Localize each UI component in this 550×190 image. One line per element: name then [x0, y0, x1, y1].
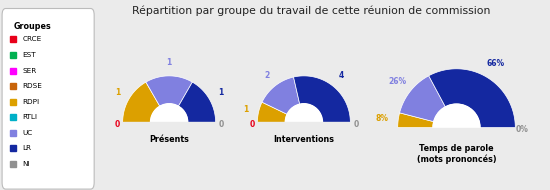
Text: 66%: 66% [486, 59, 504, 67]
Text: UC: UC [23, 130, 33, 136]
Text: 1: 1 [115, 88, 120, 97]
Bar [371, 128, 542, 163]
Bar [236, 122, 371, 150]
Circle shape [151, 104, 188, 141]
Text: 8%: 8% [375, 114, 388, 123]
Text: RDPI: RDPI [23, 99, 40, 105]
Text: EST: EST [23, 52, 36, 58]
Text: 0: 0 [249, 120, 255, 129]
Polygon shape [146, 76, 192, 106]
Text: RTLI: RTLI [23, 114, 37, 120]
Text: 1: 1 [218, 88, 223, 97]
Polygon shape [257, 102, 287, 122]
Text: Répartition par groupe du travail de cette réunion de commission: Répartition par groupe du travail de cet… [131, 6, 490, 16]
Text: NI: NI [23, 161, 30, 167]
Polygon shape [123, 82, 160, 122]
Text: Temps de parole
(mots prononcés): Temps de parole (mots prononcés) [417, 144, 496, 164]
Polygon shape [429, 69, 515, 128]
Text: 0: 0 [114, 120, 120, 129]
Text: 0: 0 [218, 120, 224, 129]
Text: 1: 1 [167, 58, 172, 67]
Text: 0%: 0% [516, 125, 529, 135]
Polygon shape [262, 77, 300, 114]
Text: CRCE: CRCE [23, 36, 42, 42]
Bar [102, 122, 236, 150]
Text: 1: 1 [243, 105, 249, 114]
Text: Interventions: Interventions [273, 135, 334, 144]
Text: 0: 0 [353, 120, 359, 129]
Text: RDSE: RDSE [23, 83, 42, 89]
Text: SER: SER [23, 67, 37, 74]
Polygon shape [294, 76, 350, 122]
FancyBboxPatch shape [2, 9, 94, 189]
Text: Présents: Présents [149, 135, 189, 144]
Text: LR: LR [23, 145, 31, 151]
Circle shape [285, 104, 322, 141]
Polygon shape [398, 113, 434, 128]
Text: 2: 2 [264, 71, 270, 80]
Circle shape [433, 104, 480, 151]
Text: 4: 4 [338, 71, 344, 80]
Polygon shape [400, 76, 446, 122]
Polygon shape [178, 82, 216, 122]
Text: 26%: 26% [388, 77, 406, 86]
Text: Groupes: Groupes [14, 22, 52, 31]
